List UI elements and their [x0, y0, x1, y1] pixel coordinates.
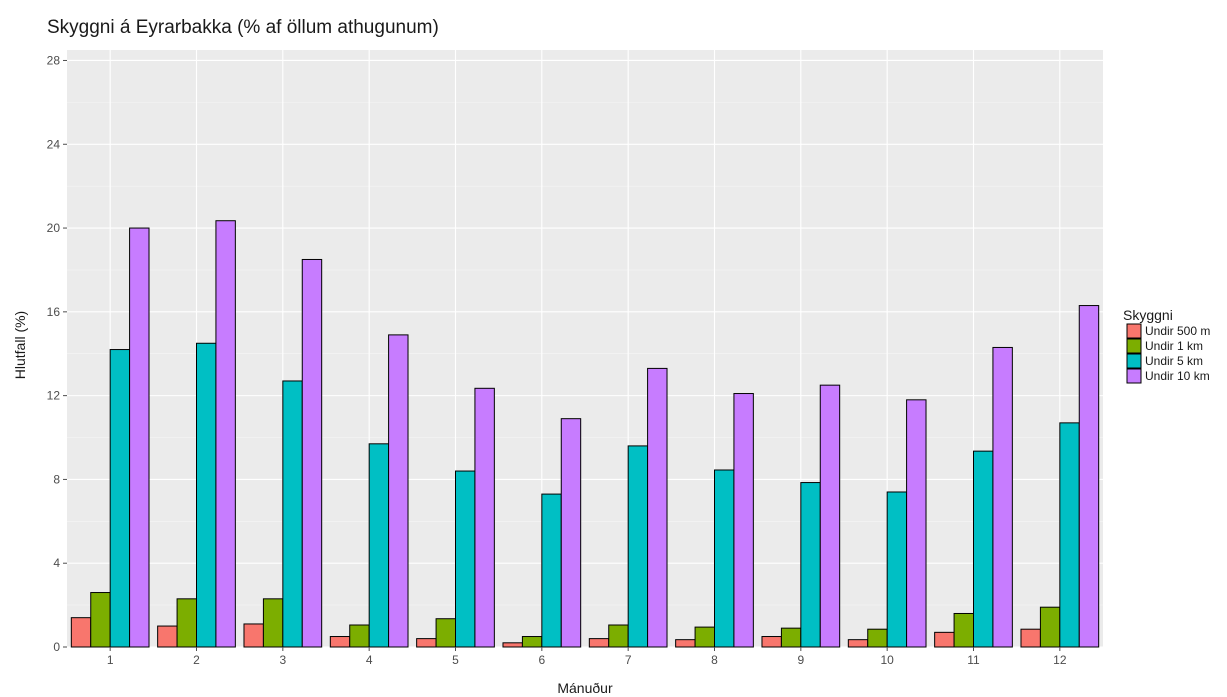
- x-tick-label: 8: [711, 653, 718, 667]
- legend-label: Undir 1 km: [1145, 339, 1203, 353]
- bar: [502, 642, 523, 648]
- x-tick-label: 4: [366, 653, 373, 667]
- bar: [906, 399, 927, 648]
- legend-label: Undir 10 km: [1145, 369, 1210, 383]
- bar: [819, 384, 841, 648]
- bar: [867, 628, 888, 648]
- y-axis-title: Hlutfall (%): [12, 311, 28, 379]
- bar: [733, 393, 754, 648]
- bar: [329, 636, 351, 648]
- y-tick-label: 28: [47, 53, 61, 67]
- bar: [196, 342, 217, 648]
- x-tick-label: 1: [107, 653, 114, 667]
- bar: [215, 220, 236, 648]
- bar: [109, 349, 131, 648]
- y-tick-label: 0: [53, 640, 60, 654]
- bar: [157, 625, 178, 648]
- x-tick-label: 11: [967, 653, 980, 667]
- bar: [694, 626, 716, 648]
- y-tick-label: 24: [47, 137, 61, 151]
- x-axis-ticks: 1 2 3 4 5 6 7 8 9 10 11 12: [107, 647, 1067, 667]
- legend-swatch: [1126, 338, 1142, 354]
- y-tick-label: 20: [47, 221, 61, 235]
- y-tick-label: 12: [47, 389, 61, 403]
- bar: [90, 592, 111, 648]
- bar: [780, 627, 802, 648]
- legend-label: Undir 500 m: [1145, 324, 1210, 338]
- bars: [70, 220, 1100, 648]
- bar: [953, 612, 975, 648]
- bar: [1039, 606, 1061, 648]
- x-tick-label: 5: [452, 653, 459, 667]
- y-axis-ticks: 0 4 8 12 16 20 24 28: [47, 53, 67, 654]
- bar: [1059, 422, 1080, 648]
- bar: [934, 631, 955, 648]
- bar: [455, 470, 476, 648]
- bar: [588, 638, 610, 648]
- legend-title: Skyggni: [1123, 307, 1173, 323]
- bar: [541, 493, 562, 648]
- bar: [243, 623, 264, 648]
- bar: [847, 639, 869, 648]
- bar: [627, 445, 649, 648]
- legend-swatch: [1126, 353, 1142, 369]
- y-tick-label: 8: [53, 472, 60, 486]
- x-tick-label: 2: [193, 653, 200, 667]
- bar: [521, 636, 543, 648]
- bar: [1078, 305, 1100, 648]
- bar: [176, 598, 197, 648]
- bar: [416, 638, 437, 648]
- bar: [1020, 628, 1041, 648]
- y-tick-label: 4: [53, 556, 60, 570]
- legend-swatch: [1126, 368, 1142, 384]
- plot-panel: [67, 50, 1103, 647]
- bar: [714, 469, 735, 648]
- bar: [886, 491, 908, 648]
- bar: [761, 636, 782, 648]
- legend-label: Undir 5 km: [1145, 354, 1203, 368]
- bar: [349, 624, 370, 648]
- bar: [560, 418, 582, 648]
- bar: [368, 443, 390, 648]
- bar: [70, 617, 92, 648]
- bar: [262, 598, 284, 648]
- x-tick-label: 6: [538, 653, 545, 667]
- x-axis-title: Mánuður: [557, 680, 613, 696]
- y-tick-label: 16: [47, 305, 61, 319]
- bar: [474, 387, 495, 648]
- bar: [992, 346, 1013, 648]
- x-tick-label: 7: [625, 653, 632, 667]
- bar: [608, 624, 629, 648]
- bar: [282, 380, 303, 648]
- bar: [675, 639, 696, 648]
- x-tick-label: 3: [279, 653, 286, 667]
- x-tick-label: 9: [797, 653, 804, 667]
- bar: [129, 227, 150, 648]
- bar: [388, 334, 409, 648]
- chart-title: Skyggni á Eyrarbakka (% af öllum athugun…: [47, 17, 439, 38]
- bar: [647, 367, 668, 648]
- legend-swatch: [1126, 323, 1142, 339]
- bar: [435, 618, 457, 648]
- x-tick-label: 10: [880, 653, 894, 667]
- x-tick-label: 12: [1053, 653, 1067, 667]
- bar: [301, 258, 323, 648]
- bar: [800, 482, 821, 648]
- bar: [973, 450, 994, 648]
